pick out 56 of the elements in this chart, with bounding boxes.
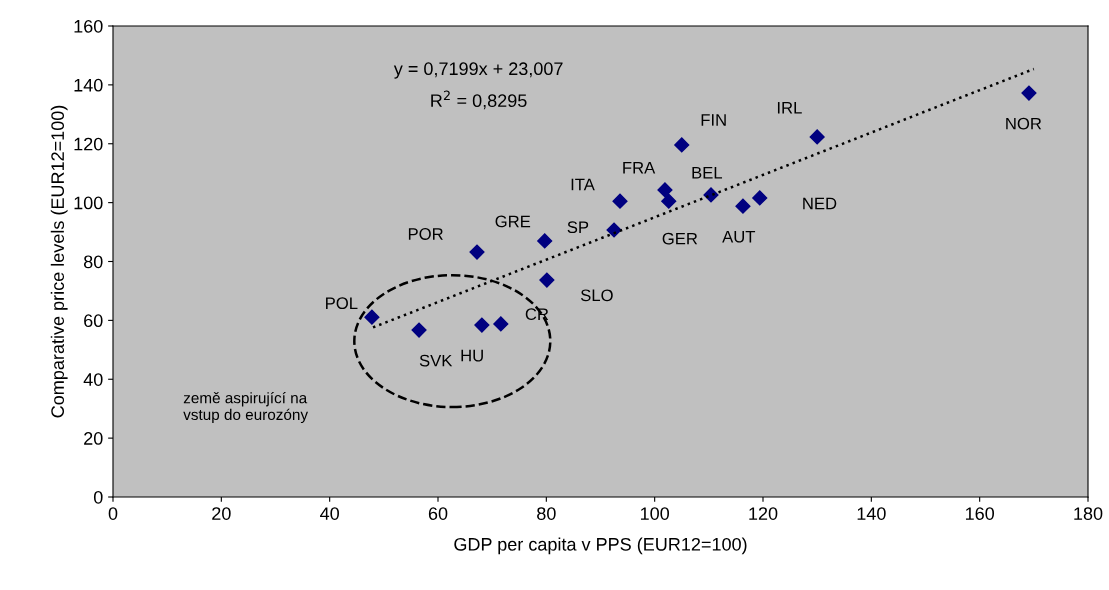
x-tick-label: 0 [108,507,118,520]
series-label: SLO [580,289,613,302]
x-tick-label: 60 [428,507,448,520]
y-tick-label: 0 [93,490,103,504]
series-label: AUT [722,230,756,243]
point [539,272,555,288]
x-axis-title: GDP per capita v PPS (EUR12=100) [454,537,747,555]
point [657,182,673,198]
x-tick-label: 140 [857,507,886,520]
series-label: POR [408,228,443,240]
point [474,317,490,333]
y-tick-label: 100 [74,196,103,210]
point [493,316,509,332]
x-tick-label: 160 [965,507,995,520]
series-label: ITA [571,178,595,191]
y-axis-title: Comparative price levels (EUR12=100) [50,105,68,418]
series-label: GRE [495,215,531,228]
point [661,193,677,209]
series-label: IRL [777,102,802,114]
point [674,137,690,153]
x-tick-label: 180 [1074,507,1103,520]
point [411,322,427,338]
y-tick-label: 40 [83,373,103,386]
point [1021,85,1037,101]
point [612,193,628,209]
annotation: R$^{2}$ = 0,8295 [431,90,527,110]
point [752,190,768,206]
text: NED [803,197,837,210]
annotation: y = 0,7199x + 23,007 [393,62,563,79]
point [364,309,380,325]
series-label: FRA [623,161,656,174]
point [537,233,553,249]
x-tick-label: 100 [640,507,670,520]
x-tick-label: 120 [749,507,778,520]
series-label: POL [326,297,358,310]
x-tick-label: 80 [537,507,556,520]
y-tick-label: 140 [74,78,103,92]
x-tick-label: 20 [212,507,231,520]
y-tick-label: 80 [83,255,103,269]
series-label: HU [461,349,483,362]
point [735,198,751,214]
annotation: země aspirující na vstup do eurozóny [183,391,309,424]
point [809,129,825,145]
series-label: BEL [692,166,723,179]
y-tick-label: 20 [84,432,103,445]
y-tick-label: 160 [74,19,103,33]
series-label: GER [662,232,698,245]
series-label: NOR [1006,117,1042,130]
x-tick-label: 40 [320,507,339,520]
series-label: FIN [701,114,726,126]
y-tick-label: 120 [74,137,103,151]
series-label: SP [567,221,589,234]
series-label: SVK [419,354,453,367]
y-tick-label: 60 [84,314,103,328]
point [469,244,485,260]
series-label: CR [525,308,549,321]
